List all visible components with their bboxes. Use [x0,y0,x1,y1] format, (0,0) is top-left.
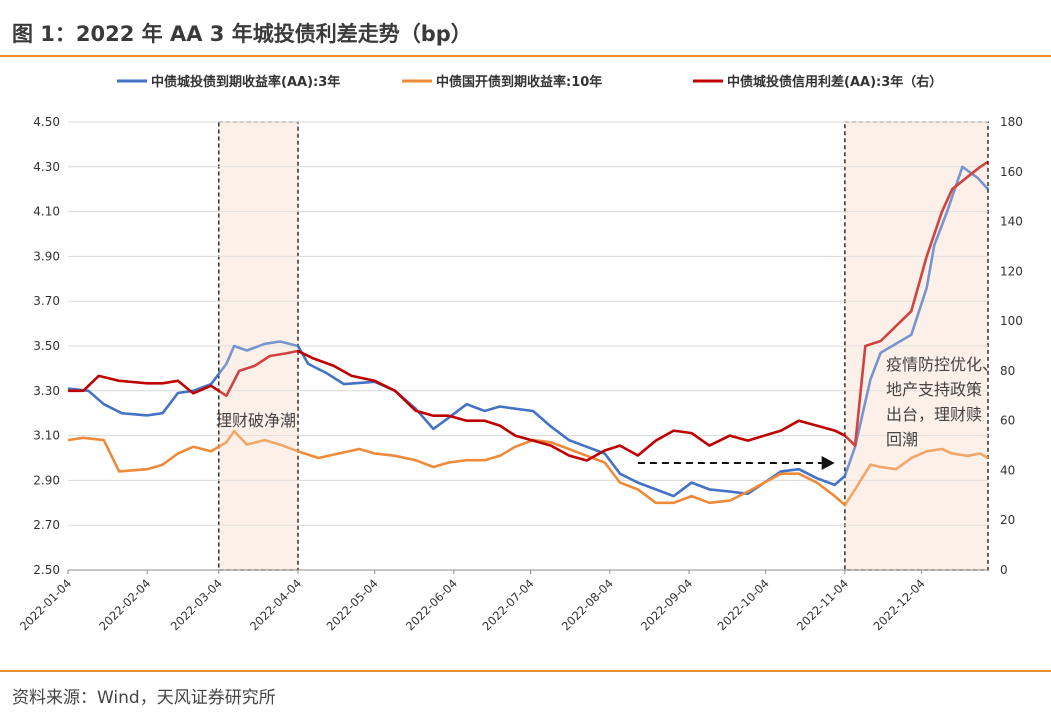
highlight-overlay-1 [219,123,297,569]
y-right-tick-label: 120 [1000,264,1023,278]
x-tick-label: 2022-10-04 [715,576,772,633]
title-divider [0,55,1051,57]
y-right-tick-label: 100 [1000,314,1023,328]
x-tick-label: 2022-04-04 [247,576,304,633]
y-right-tick-label: 60 [1000,414,1015,428]
source-note: 资料来源：Wind，天风证券研究所 [12,688,276,708]
legend-label-1: 中债城投债到期收益率(AA):3年 [151,74,340,90]
legend: 中债城投债到期收益率(AA):3年 中债国开债到期收益率:10年 中债城投债信用利差… [117,74,942,90]
y-left-tick-label: 3.10 [33,429,60,443]
series-line-2 [67,429,989,507]
x-tick-label: 2022-11-04 [794,576,851,633]
y-left-tick-label: 3.90 [33,249,60,263]
annotation-1: 理财破净潮 [216,411,296,430]
series-line-1 [67,165,989,498]
page-title: 图 1：2022 年 AA 3 年城投债利差走势（bp） [12,22,472,46]
y-left-tick-label: 2.90 [33,473,60,487]
y-left-tick-label: 4.30 [33,160,60,174]
y-left-tick-label: 2.70 [33,518,60,532]
y-left-tick-label: 2.50 [33,563,60,577]
y-left-tick-label: 3.50 [33,339,60,353]
y-left-tick-label: 3.30 [33,384,60,398]
annotations: 理财破净潮 疫情防控优化、地产支持政策出台，理财赎回潮 [216,355,998,470]
x-tick-label: 2022-01-04 [17,576,74,633]
series-lines [67,123,989,569]
x-tick-label: 2022-03-04 [168,576,225,633]
x-tick-label: 2022-02-04 [96,576,153,633]
annotation-2: 疫情防控优化、地产支持政策出台，理财赎回潮 [886,355,998,449]
x-tick-label: 2022-05-04 [324,576,381,633]
y-left-tick-label: 4.50 [33,115,60,129]
x-tick-label: 2022-07-04 [480,576,537,633]
y-right-tick-label: 140 [1000,215,1023,229]
x-tick-label: 2022-09-04 [638,576,695,633]
y-left-tick-label: 3.70 [33,294,60,308]
y-right-tick-label: 20 [1000,513,1015,527]
y-right-tick-label: 180 [1000,115,1023,129]
x-tick-label: 2022-08-04 [559,576,616,633]
chart: 中债城投债到期收益率(AA):3年 中债国开债到期收益率:10年 中债城投债信用利差… [17,74,1023,633]
y-right-tick-label: 160 [1000,165,1023,179]
trend-arrow-head [821,455,835,470]
y-right-tick-label: 40 [1000,463,1015,477]
y-left-tick-label: 4.10 [33,205,60,219]
legend-label-2: 中债国开债到期收益率:10年 [436,74,602,90]
legend-label-3: 中债城投债信用利差(AA):3年（右） [727,74,942,90]
gridlines [68,121,988,526]
x-tick-label: 2022-12-04 [871,576,928,633]
x-tick-label: 2022-06-04 [403,576,460,633]
y-right-tick-label: 80 [1000,364,1015,378]
series-line-3 [68,160,989,462]
highlight-overlay-2 [845,123,987,569]
y-right-tick-label: 0 [1000,563,1008,577]
footer-divider [0,670,1051,672]
